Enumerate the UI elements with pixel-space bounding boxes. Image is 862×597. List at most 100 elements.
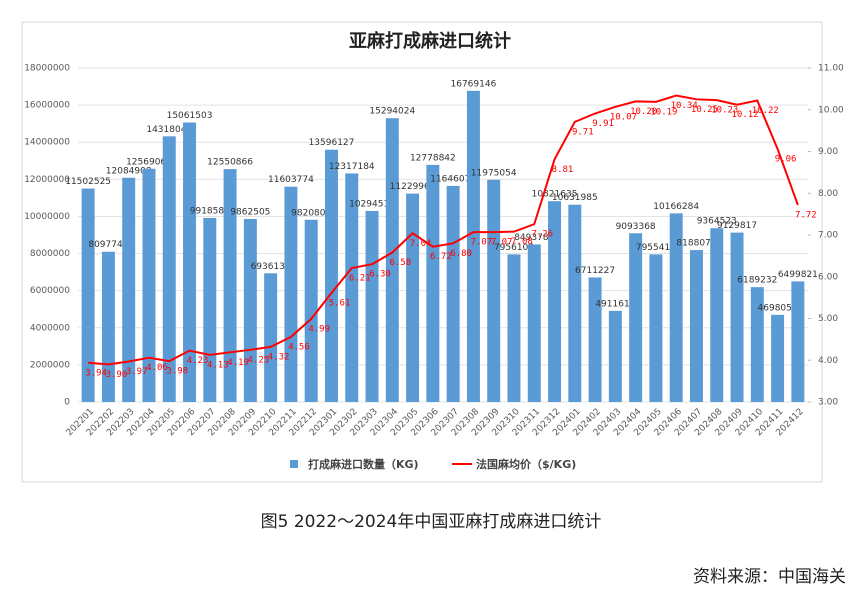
- y-tick-label: 6000000: [30, 286, 70, 296]
- y-tick-label: 10000000: [24, 212, 70, 222]
- bar: [345, 173, 359, 402]
- y-tick-label: 16000000: [24, 101, 70, 111]
- line-label: 10.07: [610, 112, 637, 122]
- bar-label: 6499821: [778, 270, 818, 280]
- bar-label: 10821635: [532, 190, 578, 200]
- bar: [629, 233, 643, 402]
- bar-label: 11603774: [268, 175, 314, 185]
- line-label: 7.04: [410, 239, 432, 249]
- bar-label: 10631985: [552, 193, 598, 203]
- line-label: 7.08: [511, 237, 533, 247]
- y2-tick-label: 6.00: [818, 272, 838, 282]
- bar-label: 10294514: [349, 199, 395, 209]
- bar: [608, 310, 622, 402]
- bar-label: 4698056: [758, 303, 798, 313]
- bar: [568, 204, 582, 402]
- y2-tick-label: 7.00: [818, 231, 838, 241]
- bar: [385, 118, 399, 403]
- bar: [324, 149, 338, 402]
- line-label: 4.23: [187, 356, 209, 366]
- bar-label: 8188072: [676, 239, 716, 249]
- line-label: 9.71: [572, 127, 594, 137]
- caption: 图5 2022～2024年中国亚麻打成麻进口统计: [261, 512, 602, 532]
- bar-label: 11646070: [430, 174, 476, 184]
- bar-label: 12778842: [410, 153, 456, 163]
- bar: [527, 244, 541, 402]
- y-tick-label: 14000000: [24, 138, 70, 148]
- bar-label: 7955412: [636, 243, 676, 253]
- bar-label: 9129817: [717, 221, 757, 231]
- line-label: 3.97: [126, 367, 148, 377]
- y2-tick-label: 8.00: [818, 189, 838, 199]
- line-label: 3.98: [166, 367, 188, 377]
- bar-label: 10166284: [653, 202, 699, 212]
- line: [88, 94, 799, 366]
- line-label: 7.07: [491, 238, 513, 248]
- line-label: 6.30: [369, 270, 391, 280]
- bar-label: 9820800: [291, 208, 331, 218]
- bar-label: 13596127: [309, 138, 355, 148]
- bar: [771, 314, 785, 402]
- y2-tick-label: 3.00: [818, 398, 838, 408]
- y2-tick-label: 10.00: [818, 105, 844, 115]
- bar-label: 6189232: [737, 276, 777, 286]
- line-label: 6.21: [349, 273, 371, 283]
- bar: [142, 168, 156, 402]
- y-tick-label: 0: [64, 398, 70, 408]
- bar-label: 6711227: [575, 266, 615, 276]
- line-label: 4.19: [227, 358, 249, 368]
- bar-label: 4911613: [595, 299, 635, 309]
- legend-swatch: [290, 460, 298, 468]
- bar-label: 12569063: [126, 157, 172, 167]
- y2-tick-label: 11.00: [818, 64, 844, 74]
- line-label: 4.99: [308, 324, 330, 334]
- line-label: 6.72: [430, 252, 452, 262]
- line-label: 10.22: [752, 106, 779, 116]
- bar: [548, 201, 562, 402]
- bar-label: 6936136: [251, 262, 291, 272]
- bar-label: 12550866: [207, 158, 253, 168]
- line-label: 6.80: [450, 249, 472, 259]
- bar-label: 15294024: [369, 107, 415, 117]
- y2-tick-label: 4.00: [818, 356, 838, 366]
- bar: [304, 219, 318, 402]
- bar-label: 14318043: [146, 125, 192, 135]
- line-label: 4.32: [268, 352, 290, 362]
- bar: [487, 179, 501, 402]
- bar-label: 9364523: [697, 217, 737, 227]
- bar: [365, 210, 379, 402]
- line-label: 4.13: [207, 360, 229, 370]
- y-tick-label: 12000000: [24, 175, 70, 185]
- bar: [466, 90, 480, 403]
- bar: [507, 254, 521, 402]
- bar-label: 9862505: [230, 207, 270, 217]
- bar: [426, 164, 440, 402]
- line-label: 3.90: [106, 370, 128, 380]
- y-tick-label: 8000000: [30, 249, 70, 259]
- y2-tick-label: 9.00: [818, 147, 838, 157]
- line-label: 9.91: [592, 119, 614, 129]
- line-label: 9.06: [775, 154, 797, 164]
- line-label: 10.19: [650, 107, 677, 117]
- bar-label: 7956105: [494, 243, 534, 253]
- line-label: 4.06: [146, 363, 168, 373]
- line-label: 3.94: [85, 368, 107, 378]
- bar-label: 8493780: [514, 233, 554, 243]
- bar: [203, 217, 217, 402]
- legend-label: 法国麻均价（$/KG): [476, 457, 576, 471]
- bar: [649, 254, 663, 402]
- bar: [122, 177, 136, 402]
- legend-label: 打成麻进口数量（KG): [308, 457, 419, 471]
- bar: [264, 273, 278, 402]
- bar-label: 12084908: [106, 166, 152, 176]
- y-tick-label: 18000000: [24, 64, 70, 74]
- bar: [162, 136, 176, 403]
- bar-label: 11975054: [471, 168, 517, 178]
- source: 资料来源：中国海关: [693, 567, 846, 587]
- line-label: 10.12: [731, 110, 758, 120]
- bar: [750, 287, 764, 402]
- y-tick-label: 4000000: [30, 323, 70, 333]
- bar: [730, 232, 744, 402]
- line-label: 10.20: [630, 107, 657, 117]
- line-label: 10.23: [711, 106, 738, 116]
